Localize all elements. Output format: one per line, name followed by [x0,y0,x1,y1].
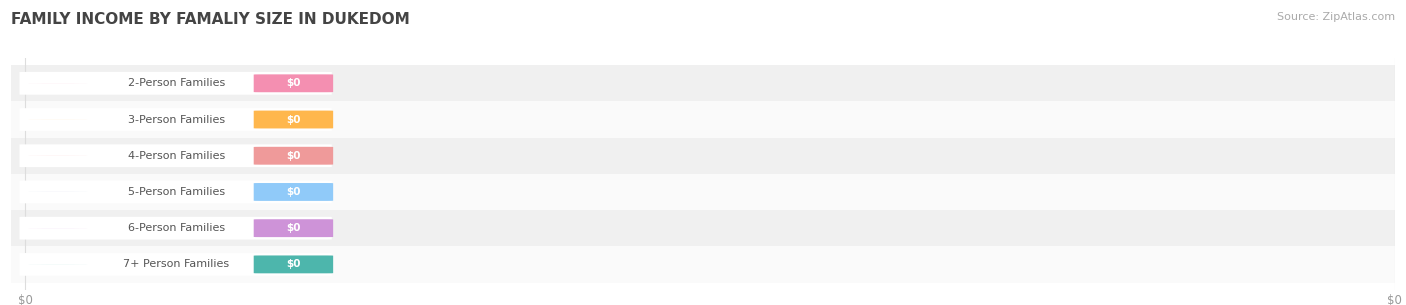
FancyBboxPatch shape [253,74,333,92]
Text: 6-Person Families: 6-Person Families [128,223,225,233]
Bar [11,138,1395,174]
Text: FAMILY INCOME BY FAMALIY SIZE IN DUKEDOM: FAMILY INCOME BY FAMALIY SIZE IN DUKEDOM [11,12,411,27]
Text: $0: $0 [287,78,301,88]
Bar [11,246,1395,282]
Bar [11,65,1395,101]
Text: $0: $0 [287,223,301,233]
Text: 7+ Person Families: 7+ Person Families [124,259,229,269]
FancyBboxPatch shape [253,183,333,201]
Text: $0: $0 [287,187,301,197]
FancyBboxPatch shape [253,147,333,165]
FancyBboxPatch shape [20,144,332,167]
FancyBboxPatch shape [253,256,333,273]
FancyBboxPatch shape [253,111,333,128]
Text: 2-Person Families: 2-Person Families [128,78,225,88]
Text: $0: $0 [287,259,301,269]
Bar [11,174,1395,210]
Text: $0: $0 [287,114,301,124]
FancyBboxPatch shape [253,219,333,237]
FancyBboxPatch shape [20,253,332,276]
FancyBboxPatch shape [20,217,332,239]
FancyBboxPatch shape [20,72,332,95]
FancyBboxPatch shape [20,181,332,203]
Text: 5-Person Families: 5-Person Families [128,187,225,197]
Bar [11,210,1395,246]
Text: $0: $0 [287,151,301,161]
FancyBboxPatch shape [20,108,332,131]
Text: Source: ZipAtlas.com: Source: ZipAtlas.com [1277,12,1395,22]
Bar [11,101,1395,138]
Text: 4-Person Families: 4-Person Families [128,151,225,161]
Text: 3-Person Families: 3-Person Families [128,114,225,124]
